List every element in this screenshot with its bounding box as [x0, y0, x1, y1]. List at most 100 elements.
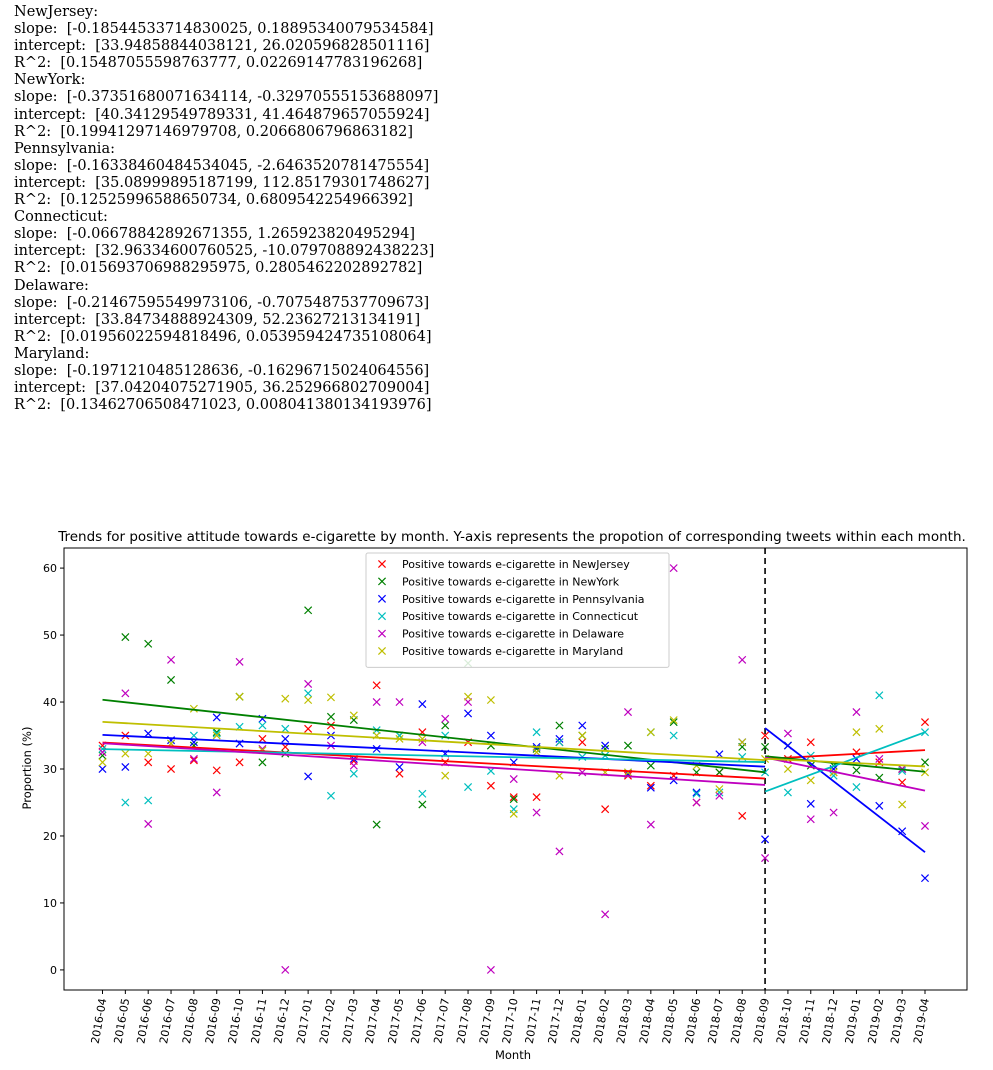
data-point-1	[167, 675, 176, 684]
data-point-2	[418, 700, 427, 709]
trend-line-2-1	[764, 727, 926, 853]
trend-line-0-0	[102, 741, 766, 780]
y-tick-label: 50	[43, 629, 57, 642]
data-point-3	[304, 689, 313, 698]
data-point-4	[212, 788, 221, 797]
console-name-line: NewJersey:	[14, 4, 99, 20]
y-tick-label: 60	[43, 562, 57, 575]
data-point-5	[852, 728, 861, 737]
data-point-5	[509, 809, 518, 818]
data-point-4	[121, 689, 130, 698]
data-point-1	[669, 718, 678, 727]
data-point-3	[144, 796, 153, 805]
data-point-2	[646, 783, 655, 792]
console-slope-line: slope: [-0.18544533714830025, 0.18895340…	[14, 21, 434, 38]
data-point-3	[669, 731, 678, 740]
data-point-1	[121, 633, 130, 642]
legend-marker	[377, 629, 387, 638]
data-point-3	[98, 744, 107, 753]
data-point-4	[646, 820, 655, 829]
legend: Positive towards e-cigarette in NewJerse…	[365, 552, 670, 668]
data-point-0	[486, 781, 495, 790]
x-tick-label: 2018-03	[614, 997, 635, 1045]
x-tick-label: 2017-02	[317, 997, 338, 1045]
legend-marker	[377, 577, 387, 586]
trend-line-3-0	[102, 748, 766, 764]
data-point-5	[920, 768, 930, 777]
x-tick-label: 2017-04	[363, 997, 384, 1045]
data-point-5	[121, 749, 130, 758]
data-point-5	[898, 800, 907, 809]
data-point-2	[486, 731, 495, 740]
data-point-5	[212, 731, 221, 740]
x-tick-label: 2018-01	[568, 997, 589, 1045]
data-point-4	[623, 708, 633, 717]
data-point-3	[875, 691, 884, 700]
data-point-3	[829, 771, 838, 780]
x-tick-label: 2018-07	[706, 997, 727, 1045]
console-intercept-line: intercept: [35.08999895187199, 112.85179…	[14, 174, 430, 191]
data-point-4	[441, 714, 450, 723]
x-tick-label: 2016-12	[271, 997, 292, 1045]
legend-entry-label: Positive towards e-cigarette in NewJerse…	[402, 558, 630, 571]
y-tick-label: 40	[43, 696, 57, 709]
data-point-4	[532, 808, 541, 817]
data-point-4	[875, 754, 884, 763]
data-point-5	[281, 694, 290, 703]
data-point-0	[212, 766, 221, 775]
data-point-0	[532, 793, 541, 802]
data-point-3	[715, 788, 724, 797]
data-point-2	[669, 776, 678, 785]
data-point-5	[349, 711, 358, 720]
data-point-4	[509, 775, 518, 784]
console-slope-line: slope: [-0.1971210485128636, -0.16296715…	[14, 362, 430, 379]
data-point-2	[578, 721, 587, 730]
data-point-1	[509, 795, 518, 804]
data-point-2	[304, 772, 313, 781]
data-point-5	[875, 724, 884, 733]
data-point-0	[304, 724, 313, 733]
data-point-3	[121, 798, 130, 807]
data-point-4	[167, 655, 176, 664]
console-intercept-line: intercept: [37.04204075271905, 36.252966…	[14, 380, 430, 397]
data-point-2	[692, 788, 701, 797]
legend-marker	[377, 594, 387, 603]
y-axis-label: Proportion (%)	[20, 727, 34, 810]
data-point-1	[715, 768, 724, 777]
legend-box	[365, 552, 670, 668]
console-intercept-line: intercept: [33.94858844038121, 26.020596…	[14, 38, 430, 55]
data-point-3	[326, 791, 335, 800]
data-point-5	[235, 692, 244, 701]
chart-title: Trends for positive attitude towards e-c…	[57, 529, 966, 545]
data-point-0	[761, 731, 770, 740]
data-point-4	[669, 564, 678, 573]
data-point-5	[304, 695, 313, 705]
legend-entry-label: Positive towards e-cigarette in Maryland	[402, 645, 623, 658]
data-point-5	[578, 731, 587, 740]
data-point-4	[281, 965, 290, 974]
data-point-3	[258, 721, 267, 730]
x-tick-label: 2018-10	[774, 997, 795, 1045]
console-name-line: Connecticut:	[14, 209, 108, 226]
data-point-0	[601, 805, 610, 814]
data-point-1	[920, 758, 930, 767]
data-point-0	[258, 734, 267, 743]
data-point-4	[555, 847, 564, 856]
legend-entry-label: Positive towards e-cigarette in NewYork	[402, 575, 620, 588]
data-point-3	[555, 738, 564, 747]
x-tick-label: 2018-04	[637, 997, 658, 1045]
x-tick-label: 2017-03	[340, 997, 361, 1045]
console-r2-line: R^2: [0.12525996588650734, 0.68095422549…	[14, 192, 414, 209]
data-point-0	[144, 758, 153, 767]
console-r2-line: R^2: [0.015693706988295975, 0.2805462202…	[14, 260, 423, 277]
x-tick-label: 2017-07	[431, 997, 452, 1045]
console-r2-line: R^2: [0.01956022594818496, 0.05395942473…	[14, 328, 432, 345]
console-slope-line: slope: [-0.21467595549973106, -0.7075487…	[14, 294, 430, 311]
data-point-1	[212, 728, 221, 737]
data-point-4	[395, 698, 404, 707]
x-tick-label: 2018-08	[728, 997, 749, 1045]
x-tick-label: 2018-12	[820, 997, 841, 1045]
console-name-line: Maryland:	[14, 345, 90, 362]
trend-line-5-0	[102, 720, 766, 762]
